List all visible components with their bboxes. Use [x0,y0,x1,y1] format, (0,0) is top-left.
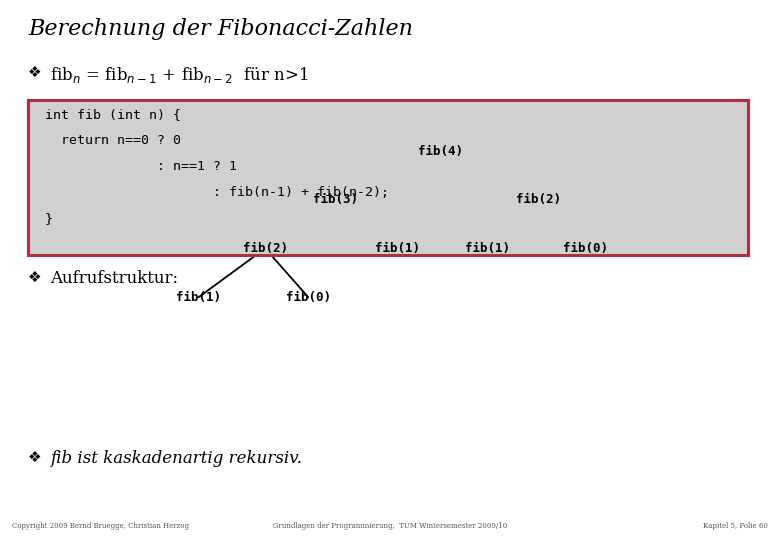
Text: fib$_n$ = fib$_{n-1}$ + fib$_{n-2}$  für n>1: fib$_n$ = fib$_{n-1}$ + fib$_{n-2}$ für … [50,65,308,85]
Text: fib ist kaskadenartig rekursiv.: fib ist kaskadenartig rekursiv. [50,450,302,467]
Text: Aufrufstruktur:: Aufrufstruktur: [50,270,178,287]
Text: ❖: ❖ [28,450,41,465]
Text: }: } [45,212,53,225]
Text: Kapitel 5, Folie 60: Kapitel 5, Folie 60 [703,522,768,530]
Text: fib(1): fib(1) [176,291,222,303]
FancyBboxPatch shape [28,100,748,255]
Text: fib(2): fib(2) [243,242,288,255]
Text: fib(1): fib(1) [375,242,420,255]
Text: Berechnung der Fibonacci-Zahlen: Berechnung der Fibonacci-Zahlen [28,18,413,40]
Text: int fib (int n) {: int fib (int n) { [45,108,181,121]
Text: : fib(n-1) + fib(n-2);: : fib(n-1) + fib(n-2); [45,186,389,199]
Text: Copyright 2009 Bernd Bruegge, Christian Herzog: Copyright 2009 Bernd Bruegge, Christian … [12,522,189,530]
Text: : n==1 ? 1: : n==1 ? 1 [45,160,237,173]
Text: Grundlagen der Programmierung,  TUM Wintersemester 2009/10: Grundlagen der Programmierung, TUM Winte… [273,522,507,530]
Text: fib(0): fib(0) [285,291,331,303]
Text: return n==0 ? 0: return n==0 ? 0 [45,134,181,147]
Text: fib(0): fib(0) [562,242,608,255]
Text: fib(1): fib(1) [465,242,510,255]
Text: ❖: ❖ [28,65,41,80]
Text: ❖: ❖ [28,270,41,285]
Text: fib(2): fib(2) [516,193,561,206]
Text: fib(3): fib(3) [313,193,358,206]
Text: fib(4): fib(4) [418,145,463,158]
